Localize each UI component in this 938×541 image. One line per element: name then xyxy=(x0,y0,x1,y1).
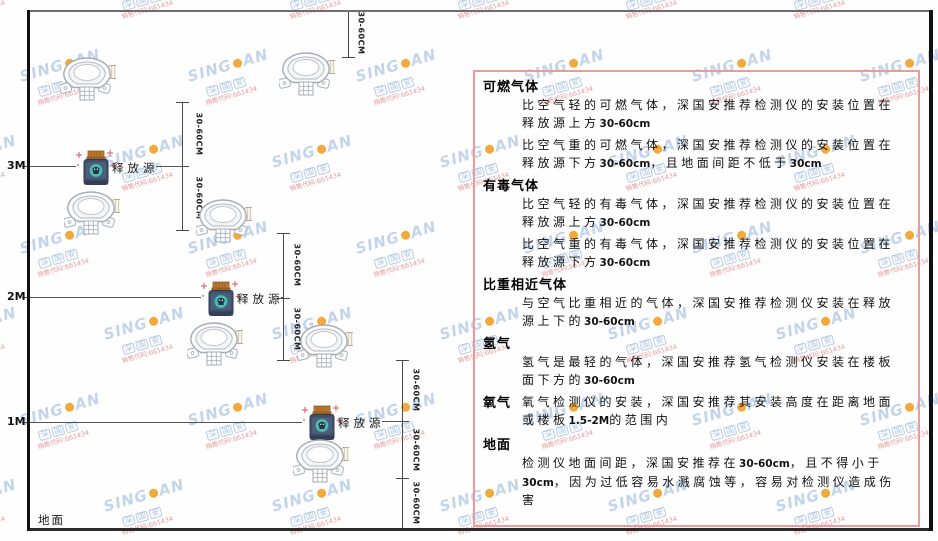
gas-detector xyxy=(278,51,337,102)
guideline-section: 氢气 氢气是最轻的气体，深国安推荐氢气检测仪安装在楼板面下方的30-60cm xyxy=(483,335,904,390)
dimension-tick xyxy=(396,478,409,479)
section-heading: 氧气 xyxy=(483,395,512,410)
guideline-section: 可燃气体比空气轻的可燃气体，深国安推荐检测仪的安装位置在释放源上方30-60cm… xyxy=(483,78,904,173)
section-heading: 比重相近气体 xyxy=(483,277,568,292)
release-source-icon xyxy=(76,150,116,185)
gas-detector xyxy=(292,438,351,489)
gas-detector xyxy=(59,56,118,107)
release-source-label: 释放源 xyxy=(338,418,385,430)
gas-detector xyxy=(195,198,254,249)
section-paragraph: 比空气轻的有毒气体，深国安推荐检测仪的安装位置在释放源上方30-60cm xyxy=(522,197,895,229)
section-paragraph: 比空气重的有毒气体，深国安推荐检测仪的安装位置在释放源下方30-60cm xyxy=(522,237,895,269)
gas-detector-icon xyxy=(278,52,337,96)
gas-detector-icon xyxy=(296,324,355,368)
gas-detector-icon xyxy=(63,191,122,235)
release-source-label: 释放源 xyxy=(237,294,284,306)
section-heading: 有毒气体 xyxy=(483,178,540,193)
frame-left-wall xyxy=(27,10,30,531)
dimension-label: 30-60CM xyxy=(411,481,421,525)
section-paragraph: 氢气是最轻的气体，深国安推荐氢气检测仪安装在楼板面下方的30-60cm xyxy=(522,355,895,387)
guideline-section: 有毒气体比空气轻的有毒气体，深国安推荐检测仪的安装位置在释放源上方30-60cm… xyxy=(483,177,904,272)
release-source-icon xyxy=(302,405,342,440)
section-heading: 氢气 xyxy=(483,336,512,351)
section-heading: 地面 xyxy=(483,437,512,452)
dimension-tick xyxy=(176,230,189,231)
guideline-section: 氧气 氧气检测仪的安装，深国安推荐其安装高度在距离地面或楼板1.5-2M的范围内 xyxy=(483,394,904,434)
gas-detector xyxy=(63,190,122,241)
label-connector-line xyxy=(156,166,182,167)
dimension-label: 30-60CM xyxy=(411,368,421,412)
dimension-line xyxy=(283,233,284,360)
frame-top xyxy=(28,10,932,12)
height-reference-line xyxy=(22,297,201,298)
dimension-tick xyxy=(277,298,290,299)
section-paragraph: 比空气重的可燃气体，深国安推荐检测仪的安装位置在释放源下方30-60cm，且地面… xyxy=(522,138,895,170)
dimension-label: 30-60CM xyxy=(411,428,421,472)
guideline-panel: 可燃气体比空气轻的可燃气体，深国安推荐检测仪的安装位置在释放源上方30-60cm… xyxy=(473,70,920,527)
frame-right-wall xyxy=(929,10,933,531)
section-heading: 可燃气体 xyxy=(483,79,540,94)
release-source xyxy=(76,149,116,194)
dimension-tick xyxy=(342,57,355,58)
dimension-label: 30-60CM xyxy=(356,11,366,55)
section-paragraph: 比空气轻的可燃气体，深国安推荐检测仪的安装位置在释放源上方30-60cm xyxy=(522,98,895,130)
ground-label: 地面 xyxy=(38,515,65,527)
height-reference-line xyxy=(22,166,76,167)
height-label: 2M xyxy=(7,290,26,303)
guideline-section: 地面 检测仪地面间距，深国安推荐在30-60cm，且不得小于30cm，因为过低容易… xyxy=(483,436,904,510)
dimension-tick xyxy=(277,360,290,361)
section-paragraph: 与空气比重相近的气体，深国安推荐检测仪安装在释放源上下的30-60cm xyxy=(522,296,895,328)
gas-detector xyxy=(186,321,245,372)
dimension-tick xyxy=(277,233,290,234)
gas-detector-icon xyxy=(59,57,118,101)
gas-detector-icon xyxy=(292,439,351,483)
label-connector-line xyxy=(281,297,283,298)
release-source-label: 释放源 xyxy=(112,163,159,175)
height-reference-line xyxy=(22,422,302,423)
guideline-section: 比重相近气体与空气比重相近的气体，深国安推荐检测仪安装在释放源上下的30-60c… xyxy=(483,276,904,331)
section-paragraph: 检测仪地面间距，深国安推荐在30-60cm，且不得小于30cm，因为过低容易水溅… xyxy=(522,456,895,507)
dimension-tick xyxy=(176,102,189,103)
dimension-tick xyxy=(396,360,409,361)
frame-bottom xyxy=(28,528,932,531)
dimension-tick xyxy=(176,166,189,167)
dimension-tick xyxy=(396,421,409,422)
dimension-line xyxy=(348,11,349,57)
dimension-label: 30-60CM xyxy=(194,112,204,156)
gas-detector xyxy=(296,323,355,374)
gas-detector-icon xyxy=(186,322,245,366)
release-source xyxy=(201,280,241,325)
height-label: 3M xyxy=(7,159,26,172)
label-connector-line xyxy=(382,421,402,422)
gas-detector-icon xyxy=(195,199,254,243)
release-source xyxy=(302,404,342,449)
section-paragraph: 氧气检测仪的安装，深国安推荐其安装高度在距离地面或楼板1.5-2M的范围内 xyxy=(522,395,895,427)
release-source-icon xyxy=(201,281,241,316)
height-label: 1M xyxy=(7,415,26,428)
dimension-label: 30-60CM xyxy=(292,243,302,287)
dimension-line xyxy=(402,360,403,529)
